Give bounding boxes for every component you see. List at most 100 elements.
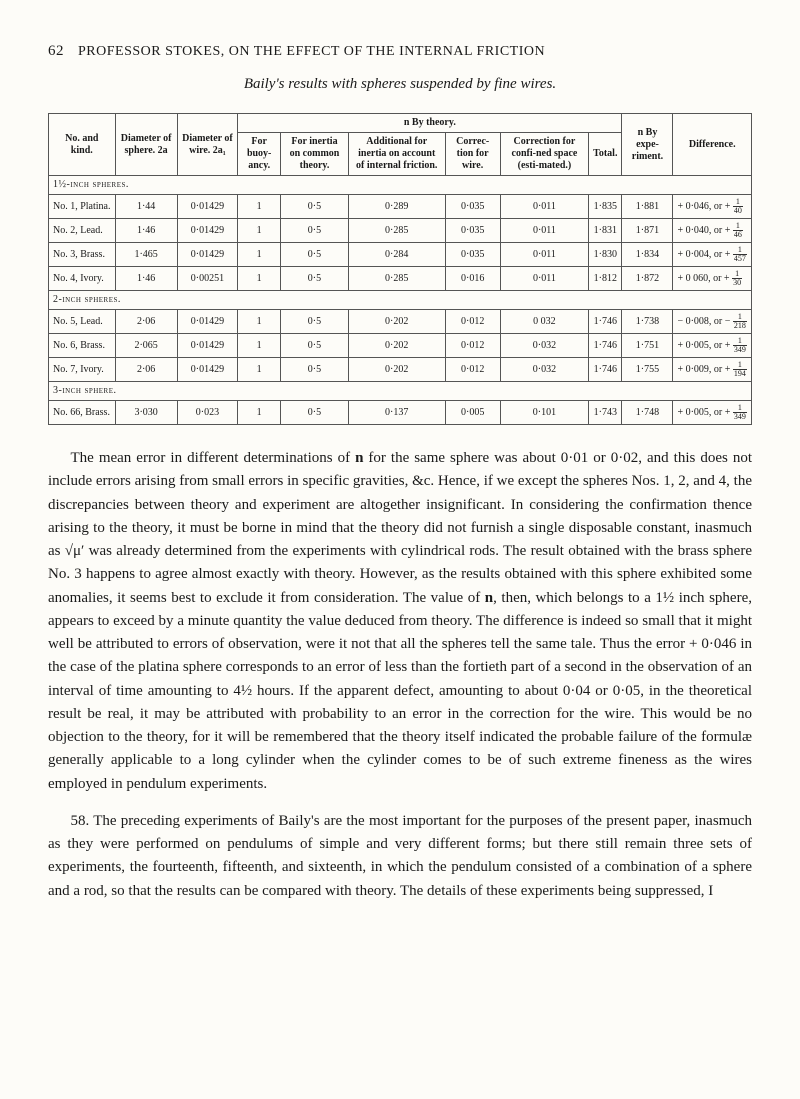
col-diam-sphere: Diameter of sphere. 2a (115, 114, 177, 176)
table-cell: 1·743 (589, 401, 622, 425)
table-cell: 0·5 (281, 334, 349, 358)
table-cell: 0·032 (500, 334, 588, 358)
table-row: No. 3, Brass.1·4650·0142910·50·2840·0350… (49, 243, 752, 267)
section-label: 2-inch spheres. (49, 291, 752, 310)
col-n-exp: n By expe-riment. (622, 114, 673, 176)
table-cell: 1 (238, 310, 281, 334)
para1-a: The mean error in different determinatio… (71, 450, 356, 466)
table-cell: 0·285 (348, 219, 445, 243)
col-add-friction: Additional for inertia on account of int… (348, 133, 445, 176)
table-cell: 0·5 (281, 267, 349, 291)
table-cell: 0·5 (281, 219, 349, 243)
table-cell: 0·5 (281, 243, 349, 267)
table-cell: 1·872 (622, 267, 673, 291)
col-correc-wire: Correc-tion for wire. (445, 133, 500, 176)
table-cell-diff: + 0·004, or + 1457 (673, 243, 752, 267)
table-cell: 1 (238, 195, 281, 219)
table-cell: 0·012 (445, 310, 500, 334)
table-cell: 1·44 (115, 195, 177, 219)
table-cell: 0·012 (445, 334, 500, 358)
table-cell-diff: − 0·008, or − 1218 (673, 310, 752, 334)
table-cell: 0·011 (500, 267, 588, 291)
table-cell: No. 5, Lead. (49, 310, 116, 334)
table-cell: 1·755 (622, 358, 673, 382)
col-total: Total. (589, 133, 622, 176)
table-cell: 1·746 (589, 334, 622, 358)
table-cell: 0·01429 (177, 334, 238, 358)
page-number: 62 (48, 43, 64, 59)
table-cell: 2·06 (115, 358, 177, 382)
table-row: No. 1, Platina.1·440·0142910·50·2890·035… (49, 195, 752, 219)
col-n-theory-group: n By theory. (238, 114, 622, 133)
table-cell: No. 7, Ivory. (49, 358, 116, 382)
table-cell: 1·46 (115, 267, 177, 291)
table-cell-diff: + 0·005, or + 1349 (673, 401, 752, 425)
table-cell: No. 66, Brass. (49, 401, 116, 425)
table-cell: 0·289 (348, 195, 445, 219)
table-cell: 0·032 (500, 358, 588, 382)
table-cell: No. 3, Brass. (49, 243, 116, 267)
table-cell: 1·812 (589, 267, 622, 291)
table-cell: 0·00251 (177, 267, 238, 291)
section-label: 3-inch sphere. (49, 382, 752, 401)
para1-c: , then, which belongs to a 1½ inch spher… (48, 590, 752, 792)
table-cell: 1·835 (589, 195, 622, 219)
table-cell: 0·016 (445, 267, 500, 291)
table-cell: 0·011 (500, 195, 588, 219)
table-cell: 1 (238, 358, 281, 382)
table-cell-diff: + 0·005, or + 1349 (673, 334, 752, 358)
table-cell: 1·746 (589, 358, 622, 382)
table-cell: 2·06 (115, 310, 177, 334)
table-cell: 1·738 (622, 310, 673, 334)
table-cell: 0·023 (177, 401, 238, 425)
running-title: PROFESSOR STOKES, ON THE EFFECT OF THE I… (78, 44, 545, 59)
table-cell-diff: + 0 060, or + 130 (673, 267, 752, 291)
table-cell: No. 2, Lead. (49, 219, 116, 243)
table-cell: 0·5 (281, 195, 349, 219)
paragraph-2: 58. The preceding experiments of Baily's… (48, 810, 752, 903)
table-cell: 0·035 (445, 219, 500, 243)
table-cell: No. 6, Brass. (49, 334, 116, 358)
table-cell: 0·012 (445, 358, 500, 382)
table-row: No. 7, Ivory.2·060·0142910·50·2020·0120·… (49, 358, 752, 382)
table-cell: No. 4, Ivory. (49, 267, 116, 291)
paragraph-1: The mean error in different determinatio… (48, 447, 752, 796)
table-cell: 0·202 (348, 310, 445, 334)
table-cell: 0·035 (445, 195, 500, 219)
table-cell: 1·881 (622, 195, 673, 219)
table-cell: 1·748 (622, 401, 673, 425)
table-row: No. 6, Brass.2·0650·0142910·50·2020·0120… (49, 334, 752, 358)
para1-b: for the same sphere was about 0·01 or 0·… (48, 450, 752, 606)
table-cell: 2·065 (115, 334, 177, 358)
results-table: No. and kind. Diameter of sphere. 2a Dia… (48, 113, 752, 425)
table-cell: 1·834 (622, 243, 673, 267)
table-cell: 1 (238, 401, 281, 425)
table-cell: 0·202 (348, 334, 445, 358)
table-cell: 0·202 (348, 358, 445, 382)
table-cell: 1 (238, 243, 281, 267)
table-cell: 0·5 (281, 310, 349, 334)
table-cell: 0·5 (281, 358, 349, 382)
table-cell: 1·465 (115, 243, 177, 267)
table-cell-diff: + 0·046, or + 140 (673, 195, 752, 219)
table-cell: 0·01429 (177, 310, 238, 334)
page-header: 62 PROFESSOR STOKES, ON THE EFFECT OF TH… (48, 40, 752, 63)
col-corr-confined: Correction for confi-ned space (esti-mat… (500, 133, 588, 176)
table-cell: 1 (238, 334, 281, 358)
col-for-inertia: For inertia on common theory. (281, 133, 349, 176)
table-cell: 1 (238, 267, 281, 291)
table-cell: 1·830 (589, 243, 622, 267)
table-cell: 0·101 (500, 401, 588, 425)
table-cell: 0 032 (500, 310, 588, 334)
section-label: 1½-inch spheres. (49, 176, 752, 195)
table-cell: 0·011 (500, 243, 588, 267)
table-cell: 1·746 (589, 310, 622, 334)
table-cell: 0·285 (348, 267, 445, 291)
table-cell: 0·005 (445, 401, 500, 425)
table-cell: 1 (238, 219, 281, 243)
table-cell: 1·871 (622, 219, 673, 243)
col-diam-wire: Diameter of wire. 2a₁ (177, 114, 238, 176)
table-cell: 0·01429 (177, 243, 238, 267)
col-no-kind: No. and kind. (49, 114, 116, 176)
table-cell-diff: + 0·040, or + 146 (673, 219, 752, 243)
